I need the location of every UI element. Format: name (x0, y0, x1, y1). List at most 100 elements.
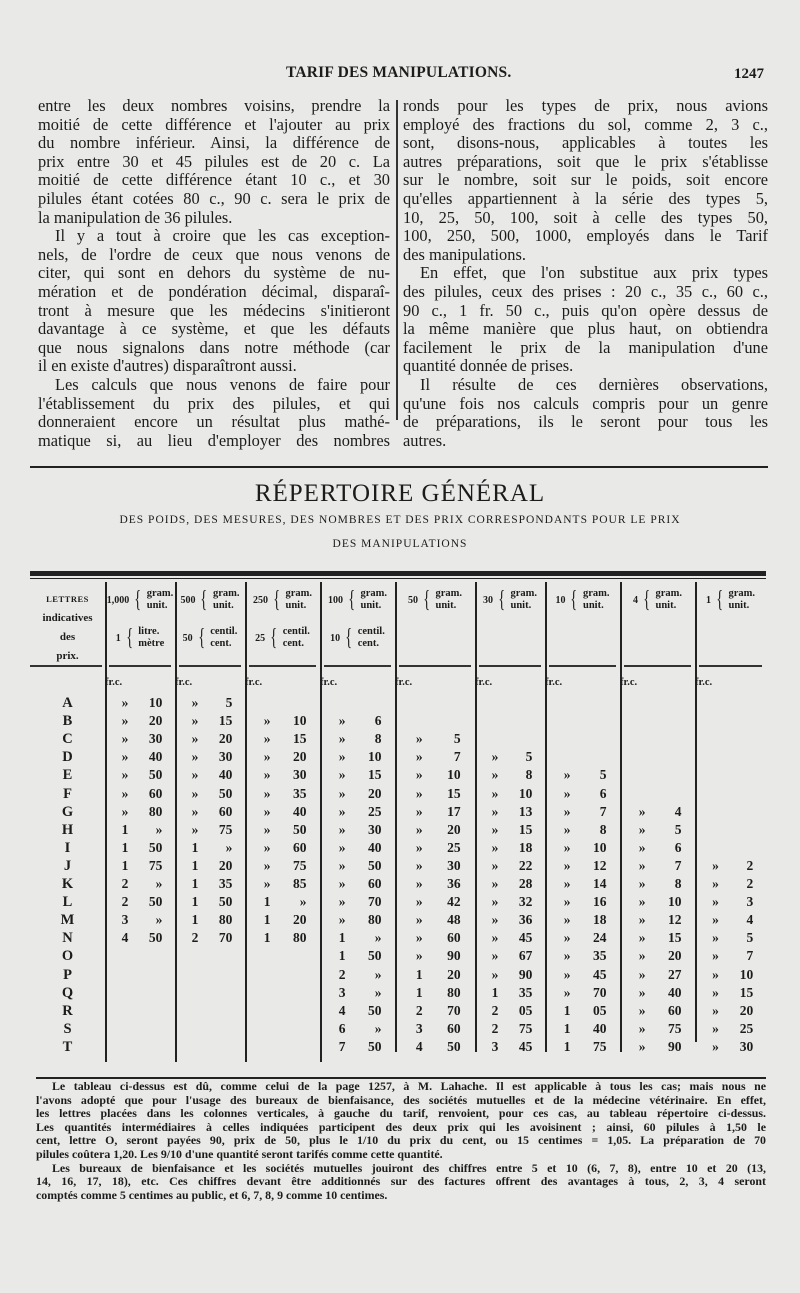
unit-group: 4{gram. unit. (620, 588, 695, 612)
francs-value: » (563, 894, 571, 910)
left-text-column: entre les deux nombres voisins, prendre … (38, 96, 390, 450)
centimes-value: 10 (668, 894, 682, 910)
centimes-value: 70 (368, 894, 382, 910)
francs-value: 1 (191, 876, 199, 891)
francs-value: » (638, 1038, 646, 1054)
centimes-value: 36 (447, 876, 461, 891)
centimes-value: 25 (739, 1020, 754, 1036)
francs-value: » (191, 821, 199, 837)
unit-label: cent. (357, 638, 379, 649)
centimes-value: 60 (447, 1020, 461, 1036)
centimes-value: 25 (447, 839, 461, 855)
unit-label: centil. (210, 626, 238, 637)
francs-value: » (491, 930, 499, 946)
centimes-value: 75 (668, 1020, 682, 1036)
table-cell: » 30 (245, 766, 320, 784)
table-cell: » 10 (620, 893, 695, 911)
francs-value: » (415, 731, 423, 747)
table-cell: » 90 (620, 1038, 695, 1056)
c-label: c. (329, 677, 338, 688)
table-cell: » 12 (545, 857, 620, 875)
centimes-value: 40 (293, 803, 307, 819)
paragraph: Il résulte de ces dernières observations… (403, 374, 768, 450)
text-line: ronds pour les types de prix, nous avion… (403, 96, 768, 115)
brace-icon: { (134, 587, 142, 613)
francs-value: » (638, 821, 646, 837)
header-rule (249, 665, 316, 667)
centimes-value: 5 (525, 749, 533, 765)
francs-value: » (638, 984, 646, 1000)
francs-value: 3 (491, 1038, 499, 1054)
table-cell: » 15 (245, 730, 320, 748)
table-cell: » 6 (620, 839, 695, 857)
table-cell: » 90 (475, 966, 545, 984)
table-cell: » 80 (105, 803, 175, 821)
table-cell: » 70 (545, 984, 620, 1002)
francs-value: » (415, 749, 423, 765)
table-cell: » 5 (475, 748, 545, 766)
francs-value: » (638, 966, 646, 982)
table-cell: 2» (105, 875, 175, 893)
header-rule (479, 665, 541, 667)
unit-label: unit. (582, 600, 604, 611)
table-cell: » 16 (545, 893, 620, 911)
table-cell: » 60 (320, 875, 395, 893)
unit-group: 50{centil. cent. (175, 626, 245, 650)
brace-icon: { (423, 587, 431, 613)
centimes-value: 30 (739, 1038, 754, 1054)
francs-value: 1 (415, 984, 423, 1000)
text-line: tront à mesure que les médecins s'initie… (38, 300, 390, 320)
fr-label: fr. (395, 677, 405, 688)
francs-value: » (712, 966, 719, 982)
centimes-value: 20 (368, 785, 382, 801)
centimes-value: 8 (374, 731, 382, 747)
francs-value: » (638, 1020, 646, 1036)
fr-c-header: fr. c. (475, 677, 545, 688)
centimes-value: 35 (593, 948, 607, 964)
fr-label: fr. (320, 677, 330, 688)
table-cell: 1» (245, 893, 320, 911)
unit-number: 10 (555, 594, 566, 606)
unit-group: 50{gram. unit. (395, 588, 475, 612)
table-cell: 2 50 (105, 893, 175, 911)
table-cell: » 27 (620, 966, 695, 984)
francs-value: » (638, 894, 646, 910)
centimes-value: 40 (218, 767, 233, 783)
francs-value: 2 (191, 930, 199, 946)
header-rule (399, 665, 471, 667)
unit-number: 1,000 (106, 594, 130, 606)
brace-icon: { (348, 587, 356, 613)
table-cell: » 30 (320, 821, 395, 839)
unit-labels: gram. unit. (360, 588, 387, 612)
text-line: Il y a tout à croire que les cas excepti… (55, 226, 390, 246)
table-cell: » 50 (320, 857, 395, 875)
francs-value: » (415, 948, 423, 964)
centimes-value: 50 (368, 1002, 382, 1018)
text-line: Il résulte de ces dernières observations… (420, 374, 768, 394)
centimes-value: 50 (447, 1038, 461, 1054)
text-line: entre les deux nombres voisins, prendre … (38, 96, 390, 115)
table-cell: » 10 (105, 694, 175, 712)
centimes-value: 05 (518, 1002, 533, 1018)
centimes-value: 15 (739, 984, 754, 1000)
table-cell: » 22 (475, 857, 545, 875)
table-cell: » 45 (475, 929, 545, 947)
centimes-value: 20 (447, 966, 461, 982)
brace-icon: { (200, 587, 208, 613)
centimes-value: 40 (668, 984, 682, 1000)
unit-group: 1{gram. unit. (695, 588, 766, 612)
table-cell: 2 70 (395, 1002, 475, 1020)
table-cell: 1 40 (545, 1020, 620, 1038)
table-cell: » 15 (620, 929, 695, 947)
unit-group: 100{gram. unit. (320, 588, 395, 612)
unit-number: 50 (407, 594, 418, 606)
text-line: 100, 250, 500, 1000, employés dans le Ta… (403, 226, 768, 246)
table-cell: » 10 (695, 966, 766, 984)
centimes-value: 6 (674, 839, 682, 855)
francs-value: 1 (191, 839, 199, 855)
francs-value: » (121, 803, 129, 819)
francs-value: » (491, 767, 499, 783)
row-letter: Q (61, 984, 74, 1001)
centimes-value: 85 (293, 876, 307, 891)
centimes-value: 2 (746, 857, 754, 873)
